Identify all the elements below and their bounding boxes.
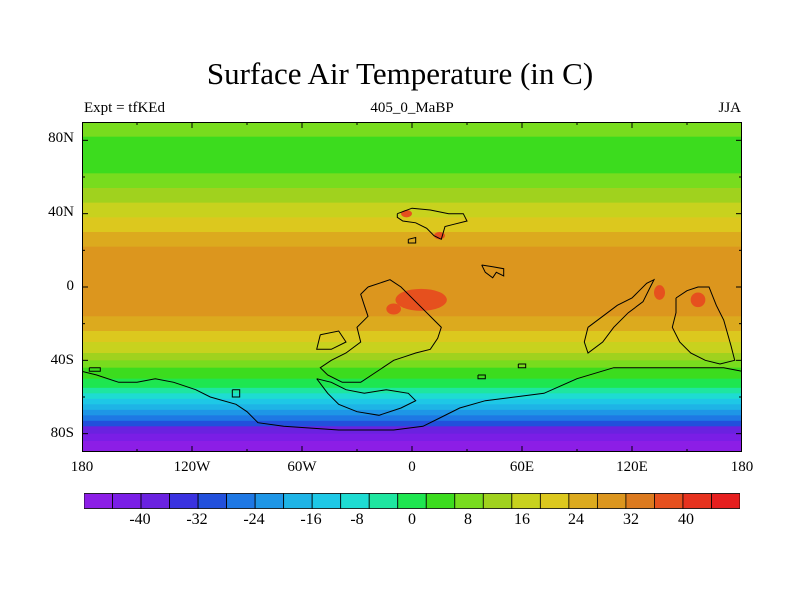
coastline: [316, 330, 347, 350]
colorbar-swatch: [368, 493, 399, 509]
colorbar-label: 0: [408, 511, 416, 528]
colorbar-label: -8: [350, 511, 364, 528]
colorbar-swatch: [454, 493, 484, 509]
temperature-band: [82, 188, 742, 204]
coastline: [583, 278, 656, 354]
colorbar-label: -24: [243, 511, 265, 528]
temperature-band: [82, 360, 742, 369]
colorbar-label: -16: [300, 511, 322, 528]
colorbar-swatch: [226, 493, 256, 509]
colorbar-label: 24: [568, 511, 584, 528]
colorbar-label: -40: [129, 511, 151, 528]
coastline: [319, 279, 442, 383]
lon-tick-0: 0: [408, 459, 416, 475]
lon-tick-180e: 180: [730, 459, 754, 475]
colorbar-swatch: [169, 493, 199, 509]
temperature-band: [82, 232, 742, 248]
colorbar-swatch: [511, 493, 541, 509]
temperature-band: [82, 331, 742, 343]
colorbar-swatch: [539, 493, 570, 509]
coastline: [517, 363, 527, 369]
coastline: [671, 286, 736, 365]
temperature-map: [82, 122, 742, 452]
coastline: [231, 389, 241, 398]
colorbar-label: 16: [514, 511, 530, 528]
season-label: JJA: [718, 100, 741, 116]
colorbar-swatch: [625, 493, 655, 509]
colorbar-swatch: [568, 493, 598, 509]
temperature-band: [82, 136, 742, 156]
lat-tick-80n: 80N: [48, 130, 74, 146]
colorbar: [84, 493, 740, 509]
coastline: [481, 264, 505, 279]
colorbar-swatch: [254, 493, 285, 509]
temperature-band: [82, 426, 742, 435]
lon-tick-120e: 120E: [616, 459, 648, 475]
experiment-label: Expt = tfKEd: [84, 100, 165, 116]
colorbar-label: 32: [623, 511, 639, 528]
colorbar-swatch: [711, 493, 740, 509]
temperature-band: [82, 155, 742, 174]
colorbar-swatch: [682, 493, 712, 509]
temperature-band: [82, 415, 742, 422]
lat-tick-40n: 40N: [48, 204, 74, 220]
coastline: [316, 378, 417, 416]
chart-title: Surface Air Temperature (in C): [206, 56, 594, 91]
hot-region: [654, 285, 665, 300]
coastline: [407, 236, 417, 244]
temperature-band: [82, 433, 742, 442]
colorbar-swatch: [311, 493, 342, 509]
colorbar-swatch: [596, 493, 627, 509]
lat-tick-80s: 80S: [50, 425, 74, 441]
temperature-band: [82, 173, 742, 189]
temperature-band: [82, 378, 742, 389]
coastline: [477, 374, 486, 380]
temperature-band: [82, 217, 742, 233]
coastline: [88, 367, 101, 372]
lon-tick-60w: 60W: [287, 459, 317, 475]
colorbar-label: 40: [678, 511, 694, 528]
colorbar-swatch: [140, 493, 170, 509]
colorbar-label: 8: [464, 511, 472, 528]
colorbar-label: -32: [186, 511, 208, 528]
colorbar-swatch: [482, 493, 513, 509]
temperature-band: [82, 353, 742, 361]
colorbar-swatch: [397, 493, 427, 509]
temperature-band: [82, 122, 742, 138]
colorbar-swatch: [197, 493, 228, 509]
temperature-band: [82, 404, 742, 411]
colorbar-swatch: [283, 493, 313, 509]
temperature-band: [82, 409, 742, 416]
lon-tick-120w: 120W: [173, 459, 211, 475]
hot-region: [401, 210, 412, 218]
coastline: [82, 367, 742, 431]
temperature-band: [82, 316, 742, 332]
colorbar-swatch: [340, 493, 370, 509]
temperature-band: [82, 398, 742, 405]
hot-region: [386, 303, 401, 315]
temperature-band: [82, 342, 742, 354]
lat-tick-40s: 40S: [50, 352, 74, 368]
coastline: [396, 207, 468, 241]
temperature-band: [82, 367, 742, 380]
lon-tick-60e: 60E: [509, 459, 535, 475]
colorbar-swatch: [425, 493, 456, 509]
temperature-band: [82, 202, 742, 218]
lon-tick-180w: 180: [70, 459, 94, 475]
hot-region: [690, 292, 706, 308]
colorbar-swatch: [84, 493, 113, 509]
colorbar-swatch: [654, 493, 684, 509]
period-label: 405_0_MaBP: [370, 100, 454, 116]
temperature-band: [82, 420, 742, 427]
lat-tick-0: 0: [66, 278, 75, 294]
temperature-band: [82, 387, 742, 394]
colorbar-swatch: [112, 493, 142, 509]
